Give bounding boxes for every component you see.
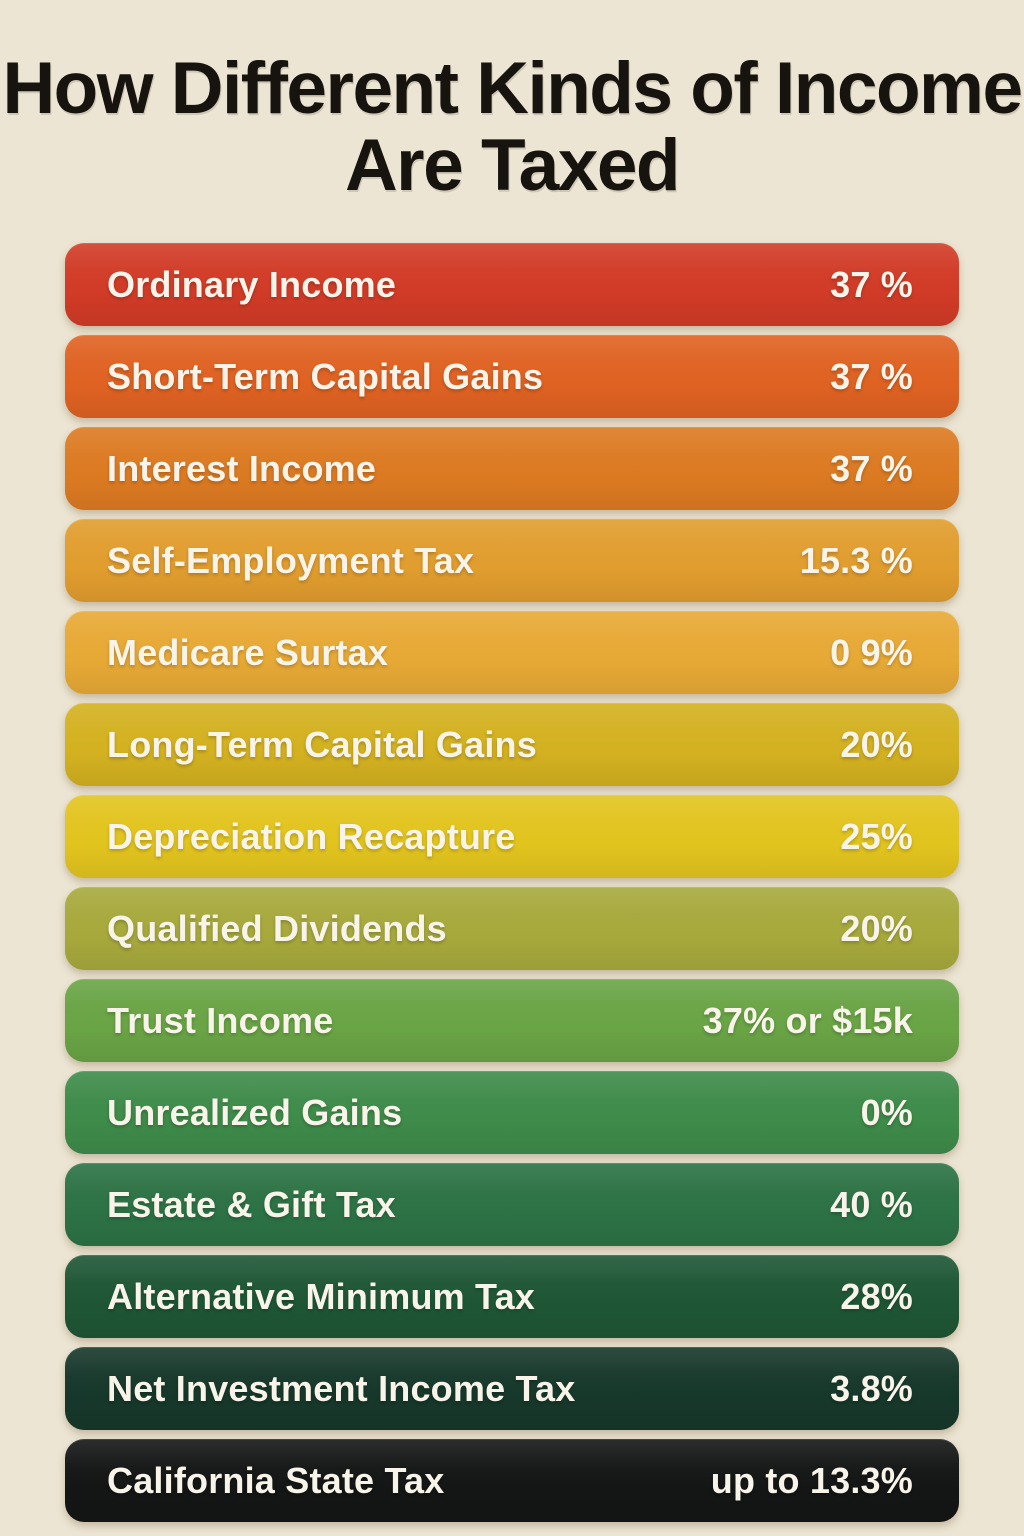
tax-row: Depreciation Recapture 25% <box>65 795 959 878</box>
tax-row-label: California State Tax <box>107 1459 445 1501</box>
tax-row-value: 25% <box>840 815 913 857</box>
tax-row-value: 3.8% <box>830 1367 913 1409</box>
tax-row-value: 37 % <box>830 355 913 397</box>
tax-row-value: 0 9% <box>830 631 913 673</box>
tax-row-label: Unrealized Gains <box>107 1091 403 1133</box>
tax-row-value: 40 % <box>830 1183 913 1225</box>
tax-row-label: Depreciation Recapture <box>107 815 516 857</box>
tax-bars-list: Ordinary Income 37 % Short-Term Capital … <box>65 243 959 1531</box>
tax-row: Short-Term Capital Gains 37 % <box>65 335 959 418</box>
tax-row: Long-Term Capital Gains 20% <box>65 703 959 786</box>
tax-row: Unrealized Gains 0% <box>65 1071 959 1154</box>
tax-row-label: Qualified Dividends <box>107 907 447 949</box>
tax-row-value: 37% or $15k <box>702 999 913 1041</box>
page-title: How Different Kinds of Income Are Taxed <box>2 48 1023 207</box>
tax-row-label: Medicare Surtax <box>107 631 389 673</box>
tax-row: Ordinary Income 37 % <box>65 243 959 326</box>
tax-row: Alternative Minimum Tax 28% <box>65 1255 959 1338</box>
tax-row-value: 37 % <box>830 447 913 489</box>
tax-row: Estate & Gift Tax 40 % <box>65 1163 959 1246</box>
tax-row: Self-Employment Tax 15.3 % <box>65 519 959 602</box>
tax-row-value: 15.3 % <box>799 539 913 581</box>
tax-row: Net Investment Income Tax 3.8% <box>65 1347 959 1430</box>
tax-row-label: Alternative Minimum Tax <box>107 1275 536 1317</box>
tax-row: Interest Income 37 % <box>65 427 959 510</box>
tax-row-label: Estate & Gift Tax <box>107 1183 396 1225</box>
tax-row-value: 20% <box>840 907 913 949</box>
tax-row: California State Tax up to 13.3% <box>65 1439 959 1522</box>
tax-row-label: Net Investment Income Tax <box>107 1367 576 1409</box>
tax-row: Medicare Surtax 0 9% <box>65 611 959 694</box>
tax-row-value: 37 % <box>830 263 913 305</box>
tax-row-value: 20% <box>840 723 913 765</box>
tax-row-label: Long-Term Capital Gains <box>107 723 537 765</box>
tax-row-label: Trust Income <box>107 999 334 1041</box>
tax-row: Qualified Dividends 20% <box>65 887 959 970</box>
tax-row-label: Ordinary Income <box>107 263 397 305</box>
tax-row-value: up to 13.3% <box>710 1459 913 1501</box>
tax-row-value: 0% <box>860 1091 913 1133</box>
tax-row: Trust Income 37% or $15k <box>65 979 959 1062</box>
tax-row-value: 28% <box>840 1275 913 1317</box>
tax-row-label: Self-Employment Tax <box>107 539 475 581</box>
tax-row-label: Interest Income <box>107 447 377 489</box>
tax-row-label: Short-Term Capital Gains <box>107 355 544 397</box>
